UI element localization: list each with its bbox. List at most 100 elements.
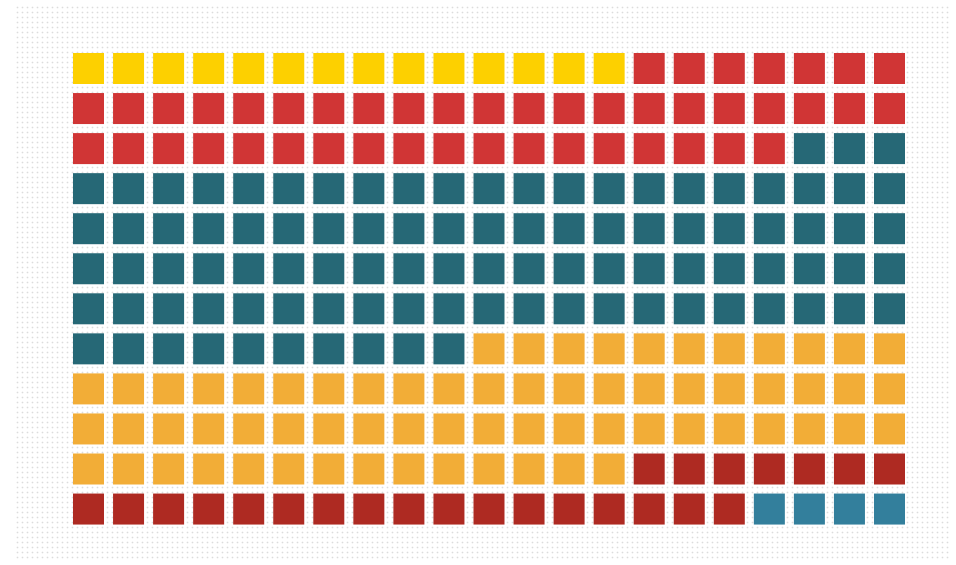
- waffle-cell: [673, 453, 705, 485]
- waffle-cell: [193, 333, 225, 365]
- waffle-cell: [73, 93, 104, 125]
- waffle-cell: [673, 93, 705, 125]
- waffle-cell: [633, 253, 665, 285]
- waffle-cell: [433, 213, 465, 245]
- waffle-cell: [833, 293, 865, 325]
- waffle-cell: [193, 213, 225, 245]
- waffle-cell: [874, 173, 905, 205]
- waffle-cell: [513, 493, 545, 525]
- waffle-cell: [673, 413, 705, 445]
- waffle-cell: [193, 173, 225, 205]
- waffle-cell: [874, 253, 905, 285]
- waffle-cell: [353, 413, 385, 445]
- waffle-cell: [73, 493, 104, 525]
- waffle-cell: [874, 293, 905, 325]
- waffle-cell: [513, 253, 545, 285]
- waffle-cell: [633, 453, 665, 485]
- waffle-cell: [753, 453, 785, 485]
- waffle-cell: [753, 53, 785, 84]
- waffle-cell: [874, 413, 905, 445]
- waffle-grid: [73, 53, 905, 525]
- waffle-cell: [874, 53, 905, 84]
- waffle-cell: [233, 213, 265, 245]
- waffle-cell: [593, 133, 625, 165]
- waffle-cell: [874, 373, 905, 405]
- waffle-cell: [233, 413, 265, 445]
- waffle-cell: [593, 93, 625, 125]
- waffle-cell: [433, 133, 465, 165]
- waffle-cell: [713, 493, 745, 525]
- waffle-cell: [233, 93, 265, 125]
- waffle-cell: [313, 213, 345, 245]
- waffle-cell: [313, 53, 345, 84]
- waffle-cell: [153, 133, 185, 165]
- waffle-cell: [233, 53, 265, 84]
- waffle-cell: [153, 253, 185, 285]
- waffle-cell: [553, 53, 585, 84]
- waffle-cell: [73, 213, 104, 245]
- waffle-cell: [874, 93, 905, 125]
- waffle-cell: [73, 333, 104, 365]
- waffle-cell: [593, 453, 625, 485]
- waffle-cell: [73, 413, 104, 445]
- waffle-cell: [553, 493, 585, 525]
- waffle-cell: [233, 173, 265, 205]
- waffle-cell: [113, 373, 145, 405]
- waffle-cell: [713, 413, 745, 445]
- waffle-cell: [393, 93, 425, 125]
- waffle-cell: [713, 133, 745, 165]
- waffle-cell: [593, 333, 625, 365]
- waffle-cell: [233, 333, 265, 365]
- waffle-cell: [593, 53, 625, 84]
- waffle-cell: [273, 333, 305, 365]
- waffle-cell: [473, 293, 505, 325]
- waffle-cell: [713, 453, 745, 485]
- waffle-cell: [273, 253, 305, 285]
- waffle-cell: [113, 253, 145, 285]
- waffle-cell: [433, 173, 465, 205]
- waffle-cell: [593, 253, 625, 285]
- waffle-cell: [793, 293, 825, 325]
- waffle-cell: [273, 173, 305, 205]
- waffle-cell: [113, 413, 145, 445]
- waffle-cell: [153, 413, 185, 445]
- waffle-cell: [833, 53, 865, 84]
- waffle-cell: [393, 133, 425, 165]
- waffle-cell: [633, 293, 665, 325]
- waffle-cell: [393, 53, 425, 84]
- waffle-cell: [833, 173, 865, 205]
- waffle-cell: [513, 173, 545, 205]
- waffle-cell: [153, 333, 185, 365]
- waffle-cell: [193, 133, 225, 165]
- waffle-cell: [153, 453, 185, 485]
- waffle-cell: [113, 333, 145, 365]
- waffle-cell: [393, 453, 425, 485]
- waffle-cell: [233, 253, 265, 285]
- waffle-cell: [874, 453, 905, 485]
- waffle-cell: [753, 93, 785, 125]
- waffle-cell: [353, 493, 385, 525]
- waffle-cell: [553, 93, 585, 125]
- waffle-cell: [113, 53, 145, 84]
- waffle-cell: [113, 173, 145, 205]
- waffle-cell: [753, 373, 785, 405]
- waffle-cell: [833, 493, 865, 525]
- waffle-cell: [353, 253, 385, 285]
- waffle-cell: [473, 413, 505, 445]
- waffle-cell: [233, 453, 265, 485]
- waffle-cell: [713, 373, 745, 405]
- waffle-cell: [353, 293, 385, 325]
- waffle-cell: [833, 373, 865, 405]
- waffle-cell: [313, 373, 345, 405]
- waffle-cell: [673, 133, 705, 165]
- waffle-cell: [793, 253, 825, 285]
- waffle-cell: [753, 133, 785, 165]
- waffle-cell: [874, 333, 905, 365]
- waffle-cell: [553, 373, 585, 405]
- waffle-cell: [553, 293, 585, 325]
- waffle-cell: [273, 53, 305, 84]
- waffle-cell: [313, 413, 345, 445]
- waffle-cell: [113, 133, 145, 165]
- waffle-cell: [353, 133, 385, 165]
